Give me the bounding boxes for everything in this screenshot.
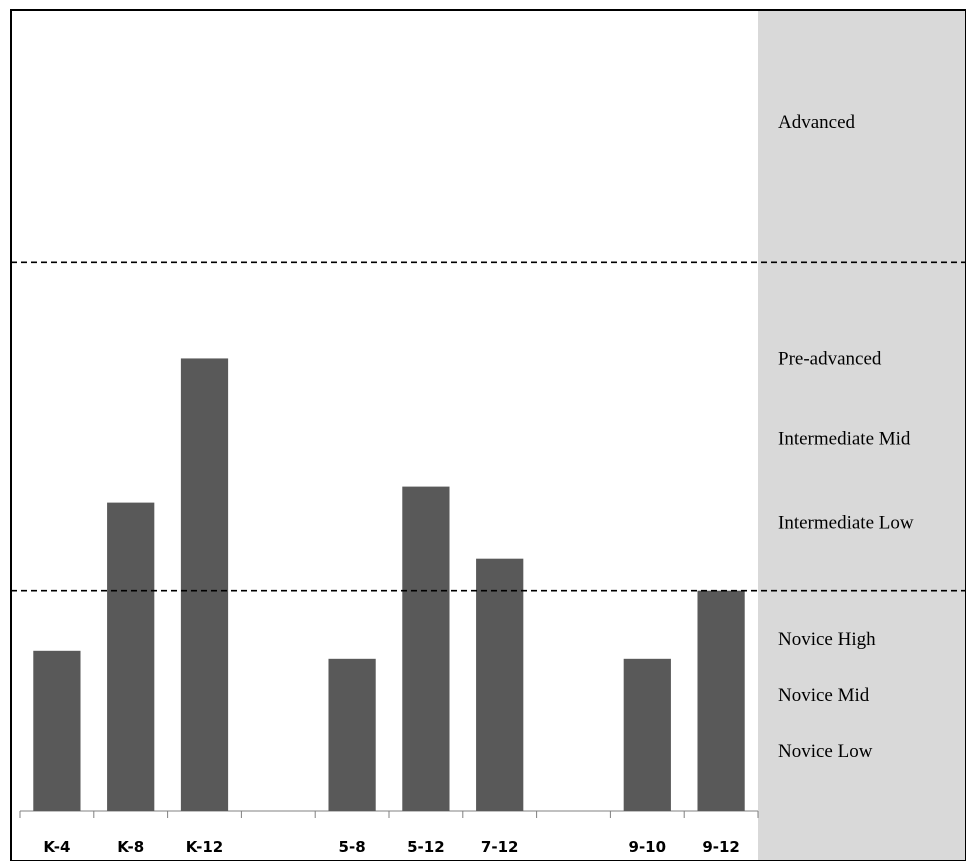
x-tick-label: 5-8 <box>339 838 366 856</box>
level-labels: Advanced Pre-advanced Intermediate Mid Inte… <box>778 112 914 762</box>
bar-5-8 <box>328 658 376 811</box>
bar-7-12 <box>476 558 524 811</box>
level-label: Pre-advanced <box>778 348 882 369</box>
plot-border <box>10 9 966 861</box>
bar-5-12 <box>402 486 450 811</box>
bar-9-10 <box>623 658 671 811</box>
level-label: Advanced <box>778 112 856 133</box>
x-tick-label: 5-12 <box>407 838 445 856</box>
level-label: Novice Low <box>778 741 873 762</box>
bar-k-8 <box>107 502 155 811</box>
x-tick-label: 9-12 <box>702 838 740 856</box>
level-label: Novice High <box>778 629 876 650</box>
bar-k-12 <box>180 358 229 811</box>
x-tick-label: 9-10 <box>629 838 667 856</box>
bars-layer <box>33 358 745 811</box>
x-tick-label: 7-12 <box>481 838 519 856</box>
level-label: Intermediate Mid <box>778 429 911 450</box>
x-tick-label: K-12 <box>186 838 223 856</box>
x-axis-ticks <box>19 811 759 818</box>
threshold-lines <box>11 261 966 592</box>
x-tick-label: K-8 <box>117 838 144 856</box>
x-tick-label: K-4 <box>43 838 70 856</box>
level-label: Novice Mid <box>778 685 870 706</box>
bar-9-12 <box>697 590 745 811</box>
x-axis-tick-labels: K-4 K-8 K-12 5-8 5-12 7-12 9-10 9-12 <box>43 838 739 856</box>
level-band <box>758 10 966 861</box>
level-label: Intermediate Low <box>778 513 914 534</box>
bar-k-4 <box>33 650 81 811</box>
